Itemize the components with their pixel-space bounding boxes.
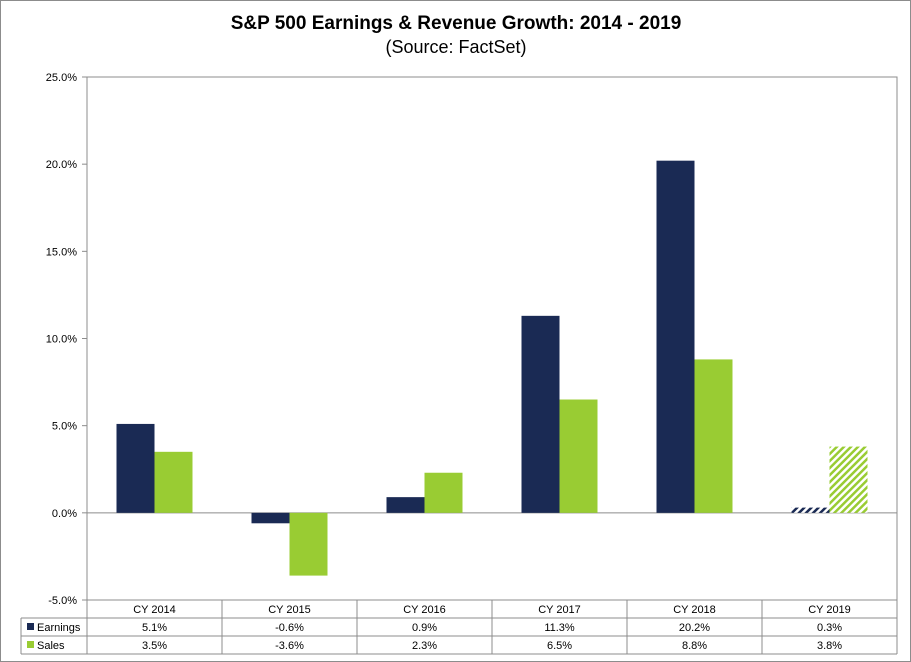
- plot-border: [86, 76, 898, 601]
- y-tick-label: 5.0%: [52, 421, 77, 433]
- category-label: CY 2014: [133, 604, 176, 616]
- data-label-sales: -3.6%: [275, 640, 304, 652]
- data-label-earnings: 20.2%: [679, 622, 710, 634]
- data-label-earnings: 5.1%: [142, 622, 167, 634]
- legend-swatch-sales: [27, 641, 34, 648]
- y-tick-label: 10.0%: [46, 334, 77, 346]
- data-label-sales: 8.8%: [682, 640, 707, 652]
- bar-sales-cy-2015: [289, 512, 328, 576]
- bar-earnings-cy-2017: [521, 315, 560, 513]
- y-tick-label: 25.0%: [46, 72, 77, 84]
- bar-sales-cy-2017: [559, 399, 598, 513]
- legend-label-earnings: Earnings: [37, 622, 81, 634]
- y-tick-label: 0.0%: [52, 508, 77, 520]
- bar-sales-cy-2019: [829, 446, 868, 513]
- category-label: CY 2017: [538, 604, 581, 616]
- y-tick-label: 15.0%: [46, 246, 77, 258]
- y-tick-label: -5.0%: [48, 595, 77, 607]
- chart-subtitle: (Source: FactSet): [385, 37, 526, 57]
- bar-sales-cy-2016: [424, 472, 463, 513]
- category-label: CY 2018: [673, 604, 716, 616]
- data-label-sales: 3.5%: [142, 640, 167, 652]
- y-axis: -5.0% 0.0% 5.0% 10.0% 15.0% 20.0% 25.0%: [46, 72, 898, 607]
- bar-earnings-cy-2014: [116, 423, 155, 513]
- bar-earnings-cy-2019: [791, 507, 830, 513]
- bar-sales-cy-2018: [694, 359, 733, 513]
- category-label: CY 2016: [403, 604, 446, 616]
- data-label-sales: 3.8%: [817, 640, 842, 652]
- chart-title: S&P 500 Earnings & Revenue Growth: 2014 …: [231, 13, 682, 34]
- bar-earnings-cy-2018: [656, 160, 695, 513]
- data-label-earnings: 0.3%: [817, 622, 842, 634]
- data-table: CY 2014 CY 2015 CY 2016 CY 2017 CY 2018 CY 20…: [20, 600, 898, 655]
- data-label-earnings: -0.6%: [275, 622, 304, 634]
- y-tick-label: 20.0%: [46, 159, 77, 171]
- bar-earnings-cy-2016: [386, 497, 425, 513]
- data-label-sales: 6.5%: [547, 640, 572, 652]
- bar-earnings-cy-2015: [251, 512, 290, 524]
- data-label-sales: 2.3%: [412, 640, 437, 652]
- bar-sales-cy-2014: [154, 451, 193, 513]
- data-label-earnings: 0.9%: [412, 622, 437, 634]
- legend-swatch-earnings: [27, 623, 34, 630]
- plot-area: [116, 160, 868, 576]
- category-label: CY 2015: [268, 604, 311, 616]
- data-label-earnings: 11.3%: [544, 622, 575, 634]
- category-label: CY 2019: [808, 604, 851, 616]
- legend-label-sales: Sales: [37, 640, 65, 652]
